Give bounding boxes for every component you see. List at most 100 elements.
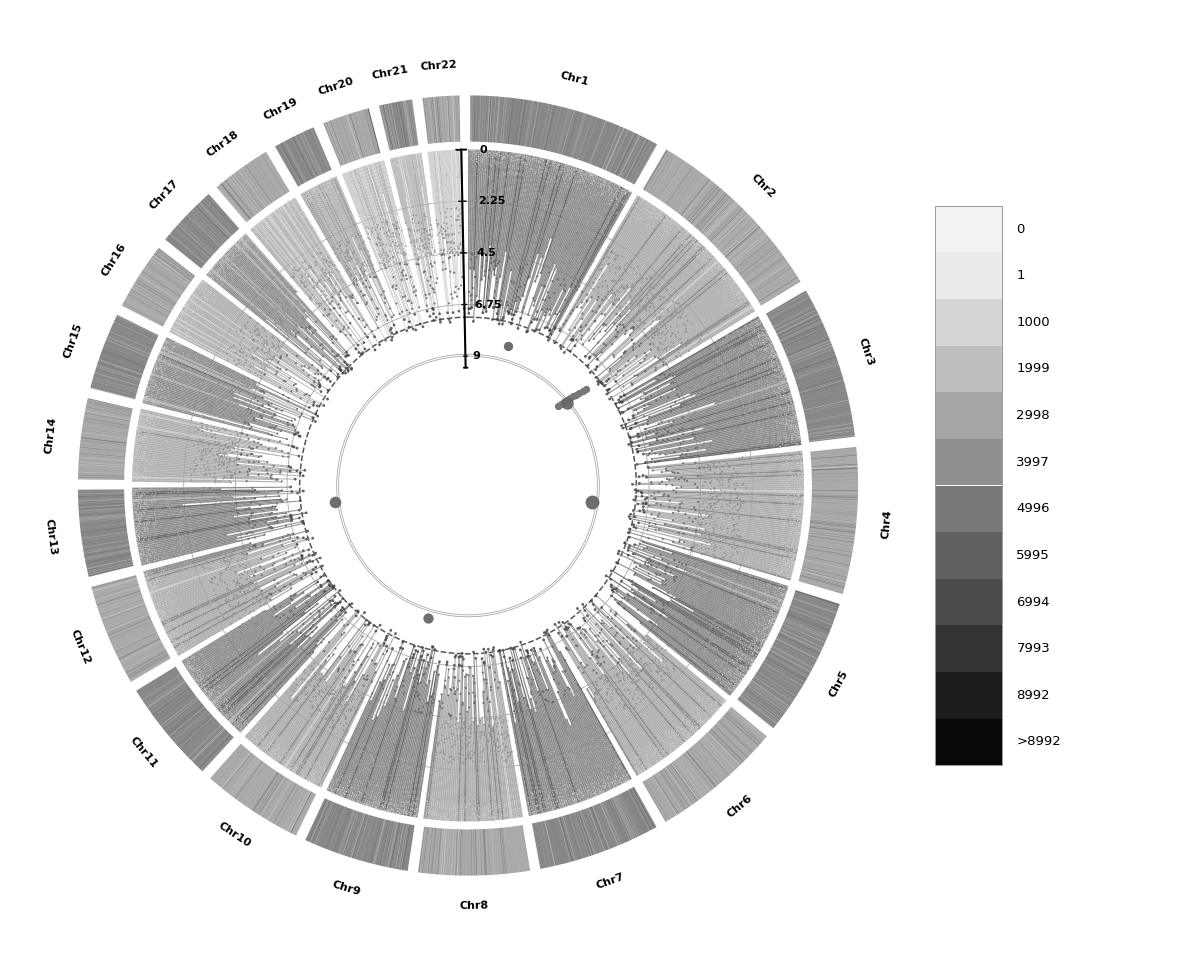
Point	[251, 215, 270, 230]
Point	[649, 750, 668, 765]
Point	[131, 549, 150, 564]
Point	[511, 736, 530, 752]
Point	[467, 160, 486, 176]
Point	[649, 611, 668, 626]
Point	[164, 421, 184, 437]
Point	[181, 649, 200, 664]
Point	[146, 360, 166, 376]
Point	[786, 541, 805, 556]
Polygon shape	[161, 553, 316, 623]
Polygon shape	[136, 519, 248, 539]
Point	[770, 360, 790, 376]
Point	[301, 193, 320, 209]
Point	[668, 431, 688, 447]
Point	[542, 156, 562, 172]
Point	[713, 259, 732, 275]
Point	[215, 703, 234, 719]
Point	[607, 190, 626, 206]
Point	[136, 413, 155, 428]
Point	[166, 324, 185, 340]
Point	[191, 667, 210, 683]
Point	[325, 177, 344, 192]
Point	[149, 445, 168, 460]
Point	[382, 704, 401, 720]
Point	[226, 659, 245, 675]
Point	[626, 416, 646, 431]
Point	[742, 322, 761, 338]
Point	[533, 801, 552, 817]
Point	[649, 324, 668, 340]
Point	[310, 295, 329, 311]
Point	[348, 277, 367, 292]
Point	[763, 538, 782, 553]
Polygon shape	[634, 524, 796, 564]
Point	[299, 190, 318, 206]
Point	[228, 238, 247, 253]
Point	[722, 446, 742, 461]
Point	[664, 335, 683, 351]
Point	[738, 426, 757, 442]
Point	[623, 577, 642, 592]
Point	[170, 388, 190, 404]
Point	[523, 796, 542, 812]
Point	[548, 685, 568, 700]
Point	[622, 757, 641, 773]
Point	[518, 323, 538, 339]
Point	[204, 583, 223, 598]
Point	[401, 148, 420, 163]
Point	[604, 296, 623, 312]
Point	[716, 343, 736, 358]
Polygon shape	[378, 161, 407, 265]
Point	[792, 467, 811, 483]
Point	[365, 779, 384, 794]
Point	[770, 382, 790, 397]
Point	[143, 486, 162, 501]
Point	[356, 273, 376, 288]
Point	[241, 713, 260, 728]
Point	[139, 544, 158, 559]
Point	[280, 195, 299, 211]
Point	[606, 744, 625, 759]
Point	[175, 329, 194, 345]
Point	[150, 604, 169, 619]
Point	[131, 532, 150, 548]
Point	[714, 338, 733, 353]
Point	[172, 631, 191, 647]
Point	[408, 767, 427, 783]
Point	[584, 173, 604, 188]
Point	[277, 293, 296, 309]
Point	[232, 403, 251, 419]
Point	[286, 419, 305, 435]
Point	[788, 454, 808, 470]
Point	[298, 331, 317, 347]
Point	[224, 364, 244, 380]
Point	[382, 332, 401, 348]
Point	[770, 387, 790, 403]
Point	[731, 551, 750, 566]
Point	[424, 302, 443, 318]
Point	[576, 781, 595, 796]
Point	[610, 656, 629, 672]
Point	[716, 268, 736, 284]
Point	[362, 653, 382, 668]
Point	[679, 608, 698, 623]
Point	[215, 457, 234, 473]
Point	[665, 217, 684, 232]
Point	[145, 391, 164, 407]
Point	[750, 427, 769, 443]
Point	[343, 730, 362, 746]
Point	[192, 452, 211, 468]
Point	[185, 289, 204, 305]
Point	[148, 573, 167, 588]
Point	[551, 260, 570, 276]
Point	[250, 449, 269, 464]
Point	[215, 575, 234, 590]
Point	[634, 220, 653, 236]
Point	[511, 206, 530, 221]
Point	[304, 245, 323, 260]
Point	[176, 452, 196, 467]
Point	[382, 152, 401, 168]
Point	[679, 380, 698, 395]
Point	[682, 231, 701, 247]
Point	[552, 166, 571, 182]
